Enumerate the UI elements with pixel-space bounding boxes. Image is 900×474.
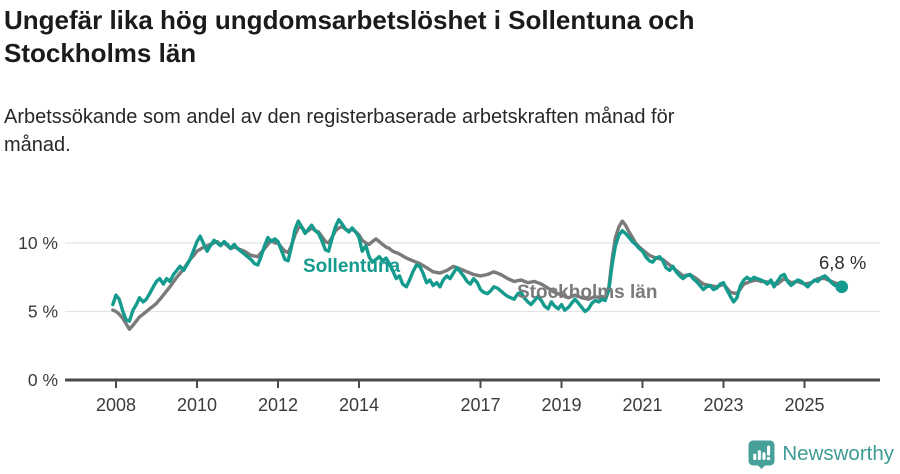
- x-tick-label: 2019: [541, 395, 581, 415]
- x-tick-label: 2014: [339, 395, 379, 415]
- y-tick-label: 5 %: [28, 302, 58, 322]
- x-tick-label: 2010: [177, 395, 217, 415]
- chart-subtitle: Arbetssökande som andel av den registerb…: [4, 103, 870, 159]
- x-tick-label: 2023: [703, 395, 743, 415]
- stockholms-lan-line: [111, 219, 840, 331]
- x-tick-label: 2025: [784, 395, 824, 415]
- y-tick-label: 10 %: [18, 233, 58, 253]
- latest-value-dot: [835, 280, 849, 294]
- title-line-2: Stockholms län: [4, 38, 197, 68]
- newsworthy-icon: [748, 440, 775, 469]
- page-title: Ungefär lika hög ungdomsarbetslöshet i S…: [4, 4, 870, 70]
- y-tick-label: 0 %: [28, 370, 58, 390]
- latest-value-label: 6,8 %: [819, 252, 866, 273]
- brand-name: Newsworthy: [782, 442, 894, 465]
- x-tick-label: 2021: [622, 395, 662, 415]
- x-tick-label: 2008: [96, 395, 136, 415]
- x-tick-label: 2017: [460, 395, 500, 415]
- subtitle-line-2: månad.: [4, 134, 71, 156]
- subtitle-line-1: Arbetssökande som andel av den registerb…: [4, 106, 675, 128]
- sollentuna-series-label: Sollentuna: [303, 256, 401, 277]
- title-line-1: Ungefär lika hög ungdomsarbetslöshet i S…: [4, 5, 695, 35]
- sollentuna-line: [111, 218, 844, 323]
- newsworthy-logo[interactable]: Newsworthy: [748, 438, 894, 470]
- x-tick-label: 2012: [258, 395, 298, 415]
- stockholms-lan-series-label: Stockholms län: [517, 282, 657, 303]
